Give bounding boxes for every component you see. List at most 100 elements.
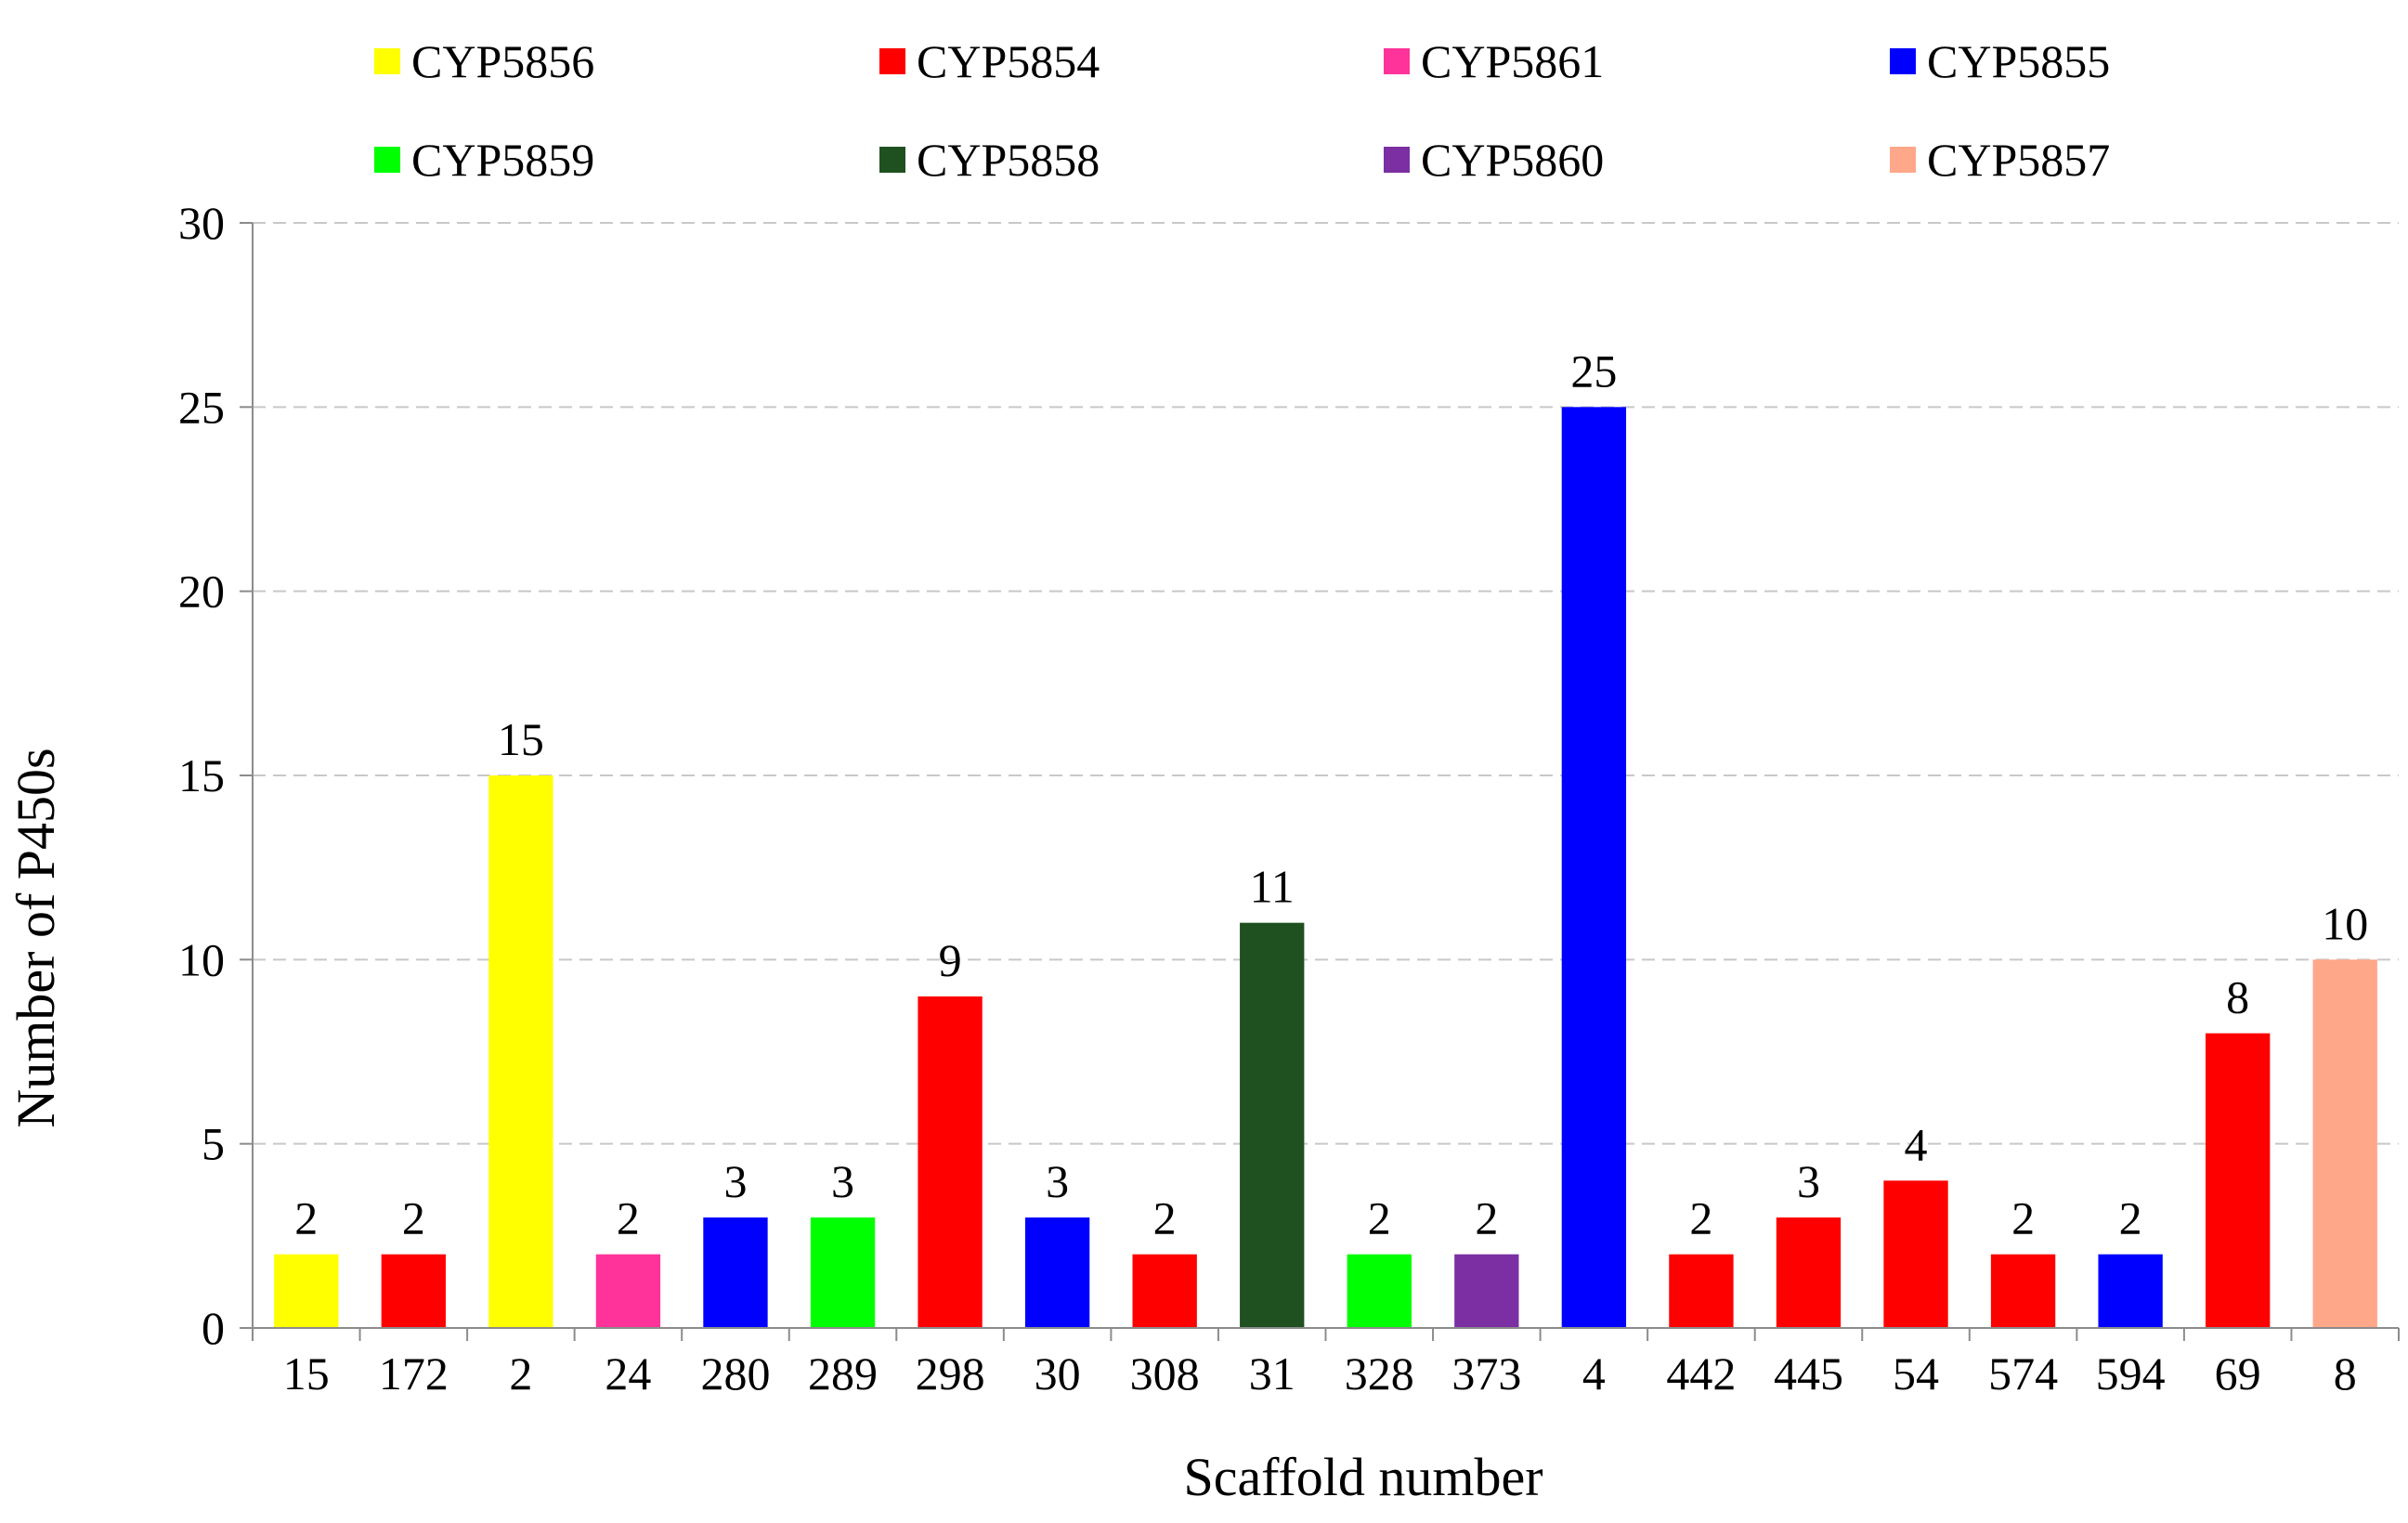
- data-label: 2: [1153, 1192, 1177, 1244]
- legend-swatch: [1384, 147, 1410, 173]
- x-tick-label: 172: [379, 1347, 449, 1399]
- data-label: 2: [1368, 1192, 1391, 1244]
- x-tick-label: 308: [1130, 1347, 1200, 1399]
- bar-scaffold-298: [918, 996, 983, 1328]
- x-tick-label: 445: [1774, 1347, 1843, 1399]
- x-tick-label: 298: [916, 1347, 985, 1399]
- legend-label: CYP5856: [411, 35, 594, 87]
- x-tick-label: 2: [509, 1347, 532, 1399]
- data-label: 3: [1046, 1155, 1069, 1207]
- legend-swatch: [374, 48, 400, 74]
- bar-scaffold-442: [1669, 1254, 1734, 1328]
- x-tick-label: 373: [1451, 1347, 1521, 1399]
- legend-label: CYP5854: [917, 35, 1100, 87]
- data-label: 11: [1250, 861, 1295, 913]
- gridlines: [253, 222, 2399, 1145]
- x-tick-label: 4: [1582, 1347, 1606, 1399]
- bar-scaffold-54: [1883, 1180, 1948, 1328]
- data-label: 15: [498, 713, 544, 765]
- y-tick-label: 20: [178, 566, 225, 618]
- data-label: 2: [617, 1192, 640, 1244]
- x-tick-label: 442: [1666, 1347, 1736, 1399]
- x-tick-label: 31: [1249, 1347, 1295, 1399]
- bar-scaffold-594: [2098, 1254, 2163, 1328]
- bar-scaffold-69: [2206, 1033, 2271, 1328]
- x-tick-label: 594: [2096, 1347, 2166, 1399]
- y-tick-label: 30: [178, 197, 225, 249]
- y-tick-label: 10: [178, 933, 225, 985]
- x-axis-title: Scaffold number: [1183, 1447, 1542, 1507]
- data-label: 2: [402, 1192, 425, 1244]
- legend-label: CYP5859: [411, 134, 594, 186]
- data-label: 8: [2226, 971, 2249, 1023]
- legend-swatch: [879, 48, 905, 74]
- y-tick-labels: 0 5 10 15 20 25 30: [178, 197, 225, 1354]
- data-label: 3: [831, 1155, 854, 1207]
- bar-scaffold-15: [274, 1254, 339, 1328]
- bar-scaffold-445: [1776, 1217, 1842, 1328]
- data-label: 10: [2322, 897, 2368, 949]
- y-tick-label: 0: [202, 1302, 225, 1354]
- data-labels: 2 2 15 2 3 3 9 3 2 11 2 2 25 2 3 4 2 2 8 10: [294, 345, 2368, 1243]
- data-label: 2: [2011, 1192, 2035, 1244]
- legend-item-cyp5858: CYP5858: [879, 134, 1100, 186]
- legend-swatch: [1890, 147, 1916, 173]
- bar-scaffold-172: [381, 1254, 446, 1328]
- bar-scaffold-308: [1132, 1254, 1197, 1328]
- bar-scaffold-574: [1990, 1254, 2056, 1328]
- legend-swatch: [1890, 48, 1916, 74]
- legend: CYP5856 CYP5854 CYP5861 CYP5855 CYP5859 CYP58…: [374, 35, 2110, 186]
- x-tick-label: 54: [1893, 1347, 1939, 1399]
- legend-item-cyp5855: CYP5855: [1890, 35, 2110, 87]
- x-tick-label: 69: [2215, 1347, 2261, 1399]
- y-tick-label: 5: [202, 1118, 225, 1170]
- bar-scaffold-4: [1561, 407, 1627, 1328]
- legend-label: CYP5855: [1927, 35, 2110, 87]
- bars: [274, 407, 2377, 1328]
- data-label: 2: [294, 1192, 318, 1244]
- y-axis-title: Number of P450s: [6, 748, 66, 1127]
- axes: [240, 222, 2400, 1341]
- x-tick-label: 15: [283, 1347, 330, 1399]
- x-tick-label: 8: [2334, 1347, 2357, 1399]
- bar-scaffold-30: [1024, 1217, 1090, 1328]
- data-label: 25: [1570, 345, 1617, 397]
- legend-label: CYP5861: [1421, 35, 1604, 87]
- bar-scaffold-31: [1240, 922, 1305, 1328]
- data-label: 9: [939, 934, 962, 986]
- bar-scaffold-289: [810, 1217, 876, 1328]
- legend-label: CYP5860: [1421, 134, 1604, 186]
- legend-label: CYP5857: [1927, 134, 2110, 186]
- x-tick-label: 289: [808, 1347, 878, 1399]
- data-label: 4: [1905, 1118, 1928, 1170]
- data-label: 3: [1797, 1155, 1820, 1207]
- data-label: 2: [1689, 1192, 1712, 1244]
- legend-swatch: [1384, 48, 1410, 74]
- legend-item-cyp5861: CYP5861: [1384, 35, 1604, 87]
- bar-scaffold-373: [1454, 1254, 1519, 1328]
- bar-scaffold-280: [703, 1217, 768, 1328]
- legend-swatch: [374, 147, 400, 173]
- bar-scaffold-328: [1347, 1254, 1412, 1328]
- legend-item-cyp5860: CYP5860: [1384, 134, 1604, 186]
- legend-item-cyp5857: CYP5857: [1890, 134, 2110, 186]
- legend-item-cyp5856: CYP5856: [374, 35, 594, 87]
- legend-label: CYP5858: [917, 134, 1100, 186]
- x-tick-labels: 15 172 2 24 280 289 298 30 308 31 328 373 4 442 445 54 5…: [283, 1347, 2357, 1399]
- x-tick-label: 24: [605, 1347, 651, 1399]
- legend-item-cyp5859: CYP5859: [374, 134, 594, 186]
- data-label: 3: [723, 1155, 747, 1207]
- bar-scaffold-2: [488, 775, 553, 1328]
- data-label: 2: [1475, 1192, 1498, 1244]
- legend-swatch: [879, 147, 905, 173]
- x-tick-label: 328: [1345, 1347, 1414, 1399]
- y-tick-label: 15: [178, 749, 225, 801]
- y-tick-label: 25: [178, 381, 225, 433]
- bar-scaffold-8: [2312, 959, 2377, 1328]
- x-tick-label: 30: [1035, 1347, 1081, 1399]
- legend-item-cyp5854: CYP5854: [879, 35, 1100, 87]
- x-tick-label: 574: [1988, 1347, 2058, 1399]
- data-label: 2: [2119, 1192, 2142, 1244]
